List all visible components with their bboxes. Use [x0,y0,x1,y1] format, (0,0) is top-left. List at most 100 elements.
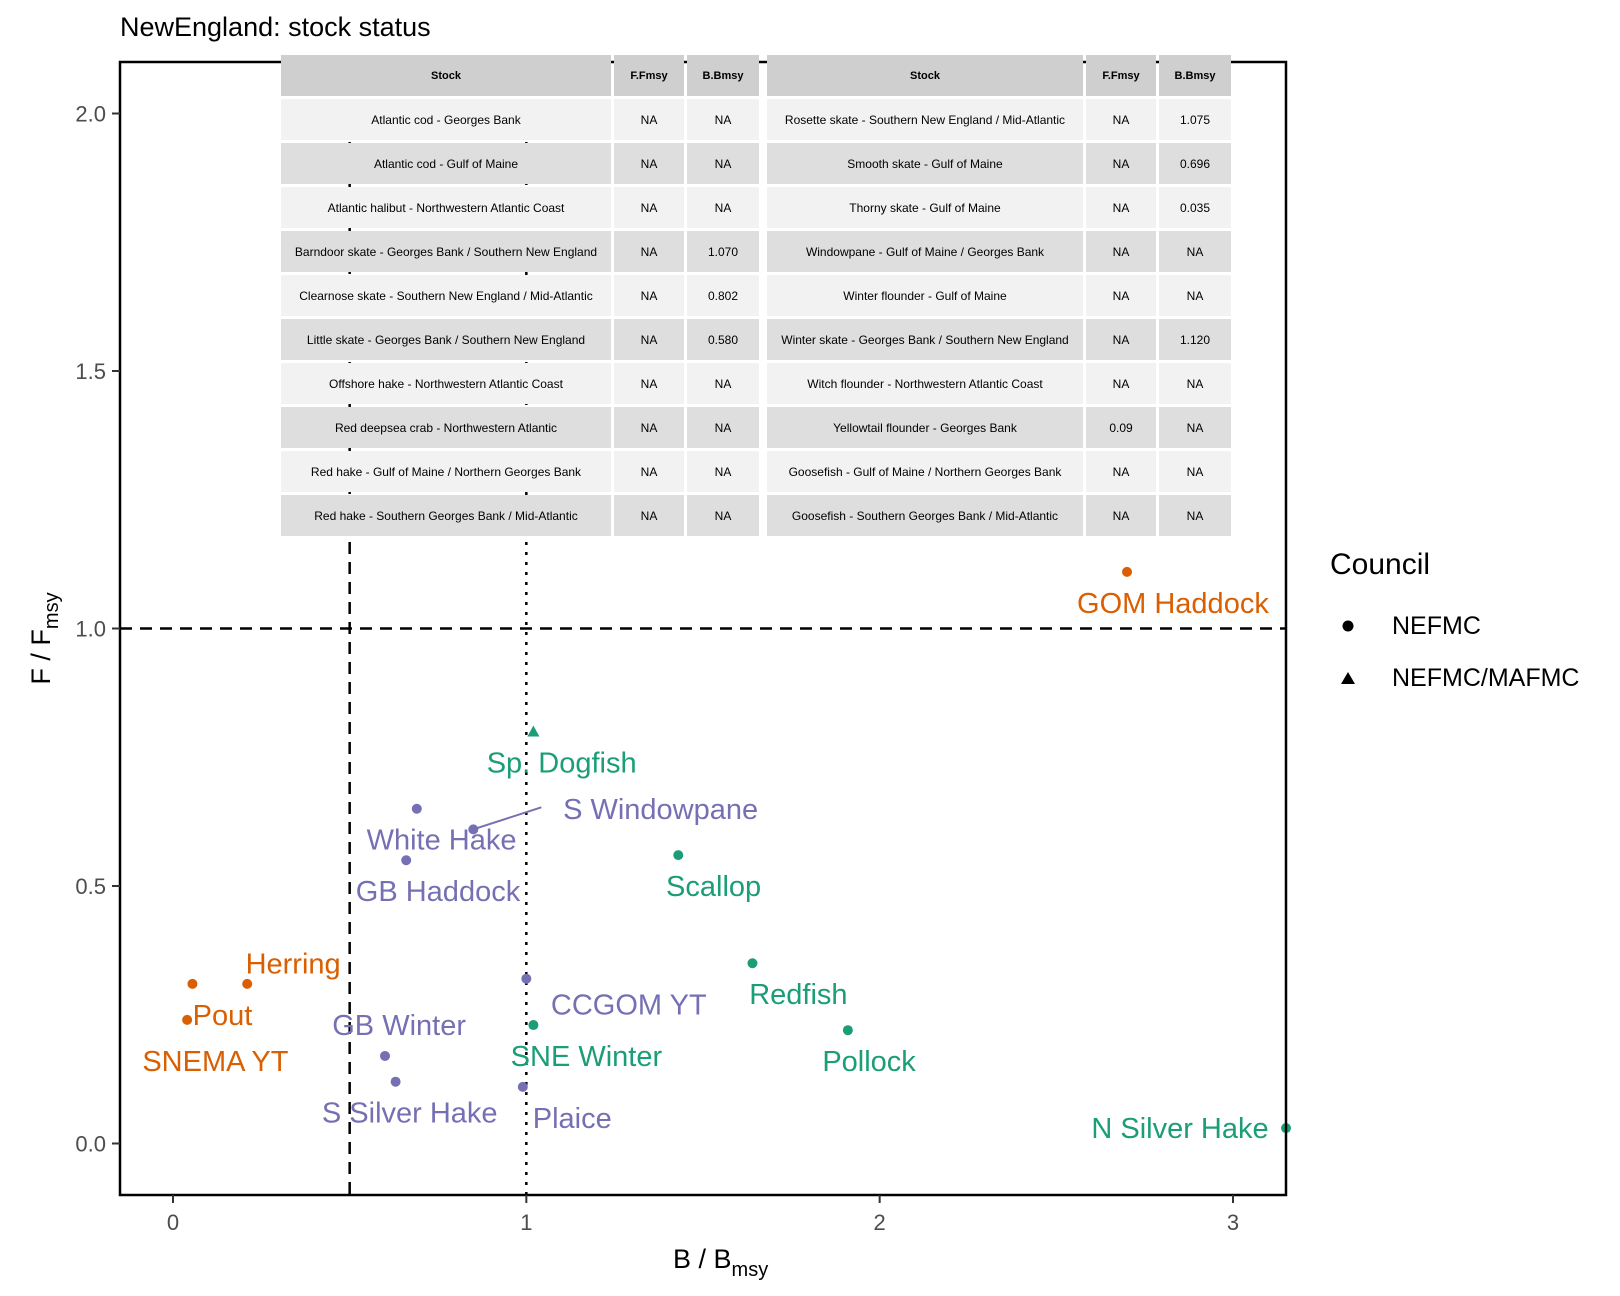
point-label: SNEMA YT [142,1046,288,1078]
point-label: Sp. Dogfish [487,747,637,779]
x-axis-title: B / Bmsy [673,1244,768,1281]
legend-item-nefmc: NEFMC [1330,600,1579,652]
data-point [673,850,684,861]
data-point [1122,566,1132,577]
table-row: Offshore hake - Northwestern Atlantic Co… [281,363,1231,404]
table-cell-ffmsy: NA [614,451,684,492]
table-cell-bbmsy: NA [687,451,759,492]
table-cell-ffmsy: NA [1086,495,1156,536]
data-points [182,566,1291,1134]
table-cell-bbmsy: NA [687,99,759,140]
table-cell-stock: Atlantic cod - Gulf of Maine [281,143,611,184]
table-cell-bbmsy: 0.580 [687,319,759,360]
table-cell-ffmsy: NA [614,187,684,228]
x-tick-label: 1 [520,1210,532,1235]
point-label: Redfish [749,979,847,1011]
y-tick-label: 2.0 [75,102,106,127]
point-label: S Silver Hake [322,1098,498,1130]
table-cell-bbmsy: NA [1159,363,1231,404]
table-cell-stock: Offshore hake - Northwestern Atlantic Co… [281,363,611,404]
table-cell-bbmsy: 0.802 [687,275,759,316]
data-point [380,1050,390,1061]
x-axis-title-sub: msy [732,1259,769,1281]
legend-label: NEFMC [1392,611,1481,640]
data-point [517,1081,528,1092]
point-label: GB Haddock [356,876,521,908]
data-point [242,978,253,989]
legend: Council NEFMC NEFMC/MAFMC [1330,548,1579,704]
x-tick-label: 0 [167,1210,179,1235]
table-cell-bbmsy: NA [687,407,759,448]
table-cell-bbmsy: NA [687,143,759,184]
y-tick-label: 0.5 [75,874,106,899]
table-cell-stock: Barndoor skate - Georges Bank / Southern… [281,231,611,272]
table-row: Red deepsea crab - Northwestern Atlantic… [281,407,1231,448]
table-cell-stock: Winter flounder - Gulf of Maine [767,275,1083,316]
header-ffmsy: F.Fmsy [614,55,684,96]
column-gap [762,143,764,184]
data-point [411,803,422,814]
table-row: Atlantic halibut - Northwestern Atlantic… [281,187,1231,228]
table-cell-ffmsy: NA [614,231,684,272]
axis-titles: F / Fmsy B / Bmsy [26,592,768,1281]
column-gap [762,55,764,96]
table-body: Atlantic cod - Georges Bank NA NA Rosette s… [281,99,1231,536]
table-cell-stock: Clearnose skate - Southern New England /… [281,275,611,316]
table-cell-stock: Thorny skate - Gulf of Maine [767,187,1083,228]
table-cell-ffmsy: NA [1086,363,1156,404]
data-point [390,1076,401,1087]
data-point [521,973,532,984]
y-axis-title-main: F / F [26,629,56,685]
table-cell-ffmsy: NA [1086,187,1156,228]
table-cell-stock: Red hake - Southern Georges Bank / Mid-A… [281,495,611,536]
table-row: Atlantic cod - Gulf of Maine NA NA Smooth s… [281,143,1231,184]
table-cell-bbmsy: NA [1159,407,1231,448]
y-axis-title: F / Fmsy [26,592,63,684]
table-cell-bbmsy: NA [687,187,759,228]
table-row: Red hake - Southern Georges Bank / Mid-A… [281,495,1231,536]
column-gap [762,275,764,316]
label-leader-line [473,806,542,831]
table-cell-stock: Windowpane - Gulf of Maine / Georges Ban… [767,231,1083,272]
column-gap [762,451,764,492]
table-cell-bbmsy: 0.696 [1159,143,1231,184]
point-label: N Silver Hake [1091,1113,1268,1145]
column-gap [762,187,764,228]
table-cell-stock: Winter skate - Georges Bank / Southern N… [767,319,1083,360]
table-row: Red hake - Gulf of Maine / Northern Geor… [281,451,1231,492]
table-cell-bbmsy: NA [687,363,759,404]
legend-item-nefmc-mafmc: NEFMC/MAFMC [1330,652,1579,704]
x-axis-title-main: B / B [673,1244,732,1274]
point-label: Pollock [822,1046,916,1078]
table-cell-ffmsy: 0.09 [1086,407,1156,448]
legend-label: NEFMC/MAFMC [1392,663,1580,692]
data-point [182,1014,193,1025]
table-cell-stock: Goosefish - Southern Georges Bank / Mid-… [767,495,1083,536]
table-cell-ffmsy: NA [614,319,684,360]
y-tick-label: 1.5 [75,359,106,384]
x-tick-label: 3 [1227,1210,1239,1235]
table-cell-ffmsy: NA [1086,319,1156,360]
column-gap [762,363,764,404]
table-cell-bbmsy: NA [687,495,759,536]
table-cell-ffmsy: NA [614,275,684,316]
data-point [187,978,198,989]
table-cell-bbmsy: NA [1159,451,1231,492]
table-cell-ffmsy: NA [1086,99,1156,140]
x-tick-label: 2 [874,1210,886,1235]
header-stock: Stock [281,55,611,96]
column-gap [762,231,764,272]
table-cell-ffmsy: NA [614,143,684,184]
data-point [747,958,758,969]
table-row: Clearnose skate - Southern New England /… [281,275,1231,316]
table-cell-bbmsy: 1.070 [687,231,759,272]
table-cell-stock: Yellowtail flounder - Georges Bank [767,407,1083,448]
table-cell-bbmsy: NA [1159,495,1231,536]
header-ffmsy-2: F.Fmsy [1086,55,1156,96]
header-bbmsy: B.Bmsy [687,55,759,96]
table-header-row: Stock F.Fmsy B.Bmsy Stock F.Fmsy B.Bmsy [281,55,1231,96]
table-cell-bbmsy: NA [1159,275,1231,316]
table-cell-stock: Red deepsea crab - Northwestern Atlantic [281,407,611,448]
table-cell-bbmsy: NA [1159,231,1231,272]
circle-icon [1330,611,1366,641]
